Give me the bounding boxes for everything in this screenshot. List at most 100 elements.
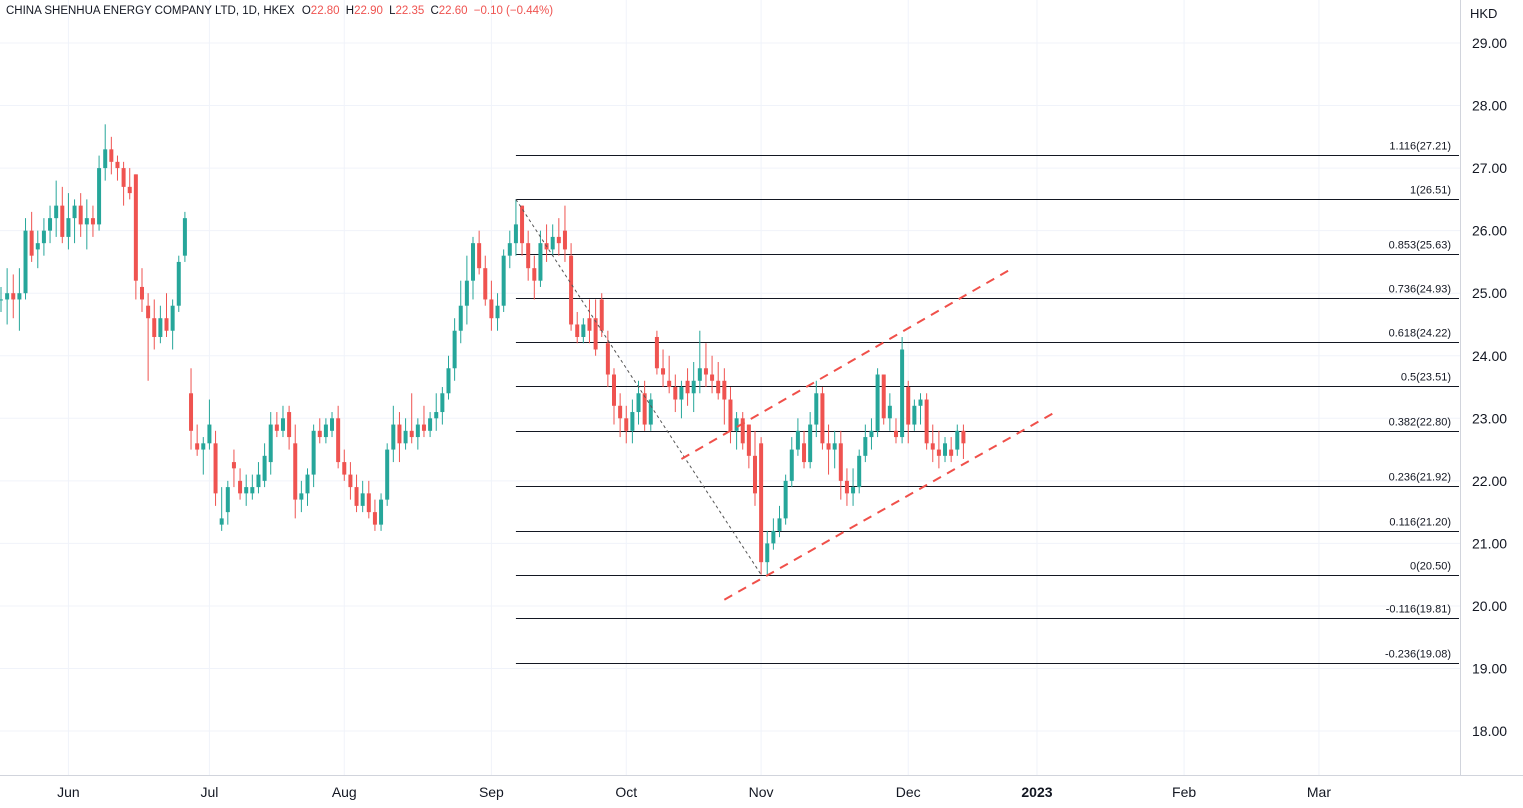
candle: [734, 412, 739, 450]
candle: [121, 161, 126, 206]
candle: [452, 318, 457, 381]
candle: [765, 530, 770, 575]
candle-body: [765, 543, 770, 563]
candle-body: [624, 418, 629, 431]
candle: [618, 393, 623, 438]
candle-body: [35, 243, 40, 250]
candle-body: [109, 149, 114, 162]
candle: [5, 268, 10, 325]
candle: [562, 205, 567, 262]
candle-body: [667, 380, 672, 388]
candle: [930, 424, 935, 463]
fib-level-label: -0.236(19.08): [1385, 649, 1451, 661]
candle: [832, 430, 837, 469]
candle-body: [250, 487, 255, 494]
candle: [440, 387, 445, 425]
candle-body: [60, 205, 65, 237]
candle: [225, 480, 230, 525]
candle: [924, 393, 929, 450]
candle: [777, 505, 782, 538]
candle: [844, 468, 849, 506]
candle-body: [225, 487, 230, 513]
candle: [795, 418, 800, 456]
time-tick-label: Feb: [1172, 784, 1196, 800]
candle-body: [820, 393, 825, 444]
candle: [428, 412, 433, 438]
candle-body: [115, 161, 120, 169]
candle-body: [943, 443, 948, 456]
fib-level-label: 0.853(25.63): [1389, 240, 1451, 252]
candle: [599, 293, 604, 337]
candle: [176, 255, 181, 312]
candle-body: [133, 174, 138, 281]
candle-body: [415, 424, 420, 438]
price-tick-label: 28.00: [1472, 98, 1507, 114]
candle: [740, 412, 745, 450]
candle-body: [814, 393, 819, 425]
candle: [906, 380, 911, 444]
candle: [857, 449, 862, 494]
candle-body: [881, 374, 886, 419]
candle: [612, 368, 616, 425]
candle-body: [48, 218, 53, 231]
candle-body: [348, 474, 353, 488]
candle-body: [176, 261, 181, 306]
candle: [710, 355, 715, 394]
candle-body: [139, 286, 144, 300]
candle: [464, 255, 469, 325]
high-label: H: [345, 5, 355, 17]
candle-body: [280, 418, 285, 431]
candle: [624, 405, 629, 444]
candle-body: [146, 305, 151, 319]
candle: [164, 293, 169, 337]
candle-body: [605, 343, 610, 375]
time-tick-label: 2023: [1021, 784, 1052, 800]
price-axis[interactable]: 18.00 19.00 20.00 21.00 22.00 23.00 24.00 25.00…: [1460, 0, 1508, 775]
candle: [789, 437, 794, 488]
candle-body: [526, 243, 531, 269]
candle: [501, 249, 506, 312]
candle-body: [832, 443, 837, 450]
candle-body: [66, 218, 71, 237]
candle: [691, 362, 696, 413]
candle-body: [90, 218, 95, 225]
price-tick-label: 24.00: [1472, 348, 1507, 364]
candle: [814, 380, 819, 438]
trend-drawings[interactable]: [515, 199, 1056, 601]
price-tick-label: 22.00: [1472, 473, 1507, 489]
candle-body: [612, 374, 616, 406]
candle: [648, 393, 653, 431]
candle-body: [685, 380, 690, 394]
candle: [900, 336, 905, 444]
candle-body: [409, 430, 414, 438]
candle: [213, 430, 218, 506]
candle-body: [599, 299, 604, 331]
candle: [520, 205, 525, 256]
candle-body: [11, 293, 16, 300]
candle-body: [728, 399, 733, 431]
candle: [35, 230, 40, 269]
candle: [477, 230, 482, 275]
candles: [0, 124, 966, 575]
candle: [912, 399, 917, 431]
candle: [575, 311, 580, 344]
candle-body: [207, 424, 212, 444]
fibonacci-retracement[interactable]: 1.116(27.21) 1(26.51) 0.853(25.63) 0.736(24…: [515, 141, 1459, 664]
candle: [17, 268, 22, 331]
candle: [305, 468, 310, 506]
candle: [158, 305, 163, 344]
candle: [808, 412, 813, 469]
candle-body: [354, 487, 359, 506]
candle-body: [0, 299, 3, 301]
candle: [201, 437, 206, 475]
candle-body: [403, 430, 408, 444]
candle: [311, 424, 316, 488]
candle-body: [195, 443, 200, 450]
time-axis[interactable]: Jun Jul Aug Sep Oct Nov Dec 2023 Feb Mar: [0, 775, 1523, 801]
candle: [146, 293, 151, 381]
fib-level-label: 1.116(27.21): [1389, 141, 1451, 153]
candle-body: [838, 443, 843, 481]
candle-body: [875, 374, 880, 431]
candle: [434, 393, 439, 431]
